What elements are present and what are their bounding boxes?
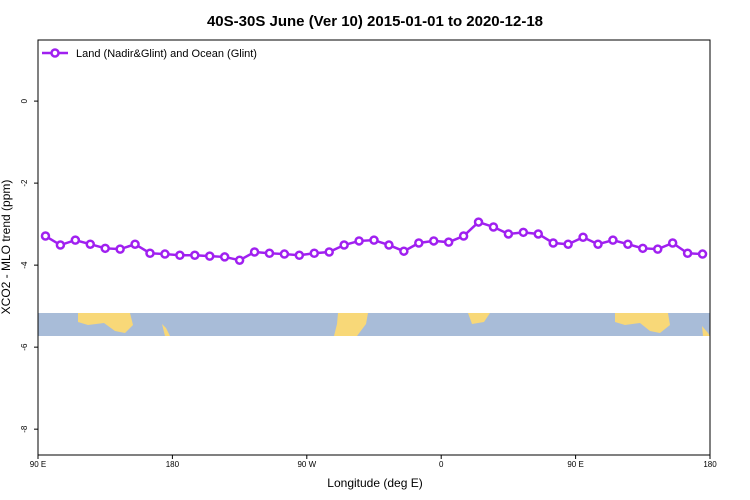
point xyxy=(384,240,394,250)
point xyxy=(458,231,469,241)
point xyxy=(488,222,499,232)
y-axis-label: XCO2 - MLO trend (ppm) xyxy=(0,180,13,315)
point xyxy=(533,229,544,239)
land xyxy=(334,313,368,336)
point xyxy=(443,237,454,247)
point xyxy=(578,232,588,242)
point xyxy=(638,243,648,254)
point xyxy=(354,236,364,246)
point xyxy=(339,240,349,250)
point xyxy=(294,250,305,261)
point xyxy=(175,250,185,261)
point xyxy=(130,239,140,249)
point xyxy=(70,235,81,245)
point xyxy=(548,238,558,248)
point xyxy=(399,246,409,256)
point xyxy=(518,227,529,238)
point xyxy=(623,239,633,249)
x-tick-label: 90 E xyxy=(30,460,46,469)
point xyxy=(204,251,215,261)
y-tick-label: -2 xyxy=(20,179,29,187)
point xyxy=(160,249,170,259)
point xyxy=(264,248,275,258)
land xyxy=(702,326,710,336)
point xyxy=(563,239,573,249)
ocean xyxy=(38,313,710,336)
land xyxy=(468,313,490,324)
y-tick-label: 0 xyxy=(20,98,29,103)
point xyxy=(324,247,334,257)
point xyxy=(309,248,320,258)
y-tick-label: -8 xyxy=(20,425,29,433)
x-axis-label: Longitude (deg E) xyxy=(327,476,422,490)
point xyxy=(40,231,51,241)
x-tick-label: 180 xyxy=(703,460,717,469)
point xyxy=(682,248,693,258)
point xyxy=(190,250,200,261)
x-tick-label: 0 xyxy=(439,460,444,469)
chart-title: 40S-30S June (Ver 10) 2015-01-01 to 2020… xyxy=(207,13,543,30)
point xyxy=(503,229,514,239)
point xyxy=(100,243,110,254)
point xyxy=(369,235,379,245)
point xyxy=(115,244,125,254)
point xyxy=(279,249,290,259)
point xyxy=(667,238,678,248)
legend-label: Land (Nadir&Glint) and Ocean (Glint) xyxy=(76,48,257,60)
point xyxy=(145,248,155,258)
legend-marker xyxy=(50,48,60,58)
x-tick-label: 180 xyxy=(166,460,180,469)
point xyxy=(414,238,424,248)
point xyxy=(249,247,260,257)
point xyxy=(593,239,603,249)
point xyxy=(697,249,708,259)
point xyxy=(219,252,230,262)
y-tick-label: -6 xyxy=(20,343,29,351)
point xyxy=(652,244,663,254)
land xyxy=(615,313,670,333)
x-tick-label: 90 W xyxy=(297,460,316,469)
point xyxy=(55,240,66,250)
land xyxy=(78,313,133,333)
y-tick-label: -4 xyxy=(20,261,29,269)
map-strip xyxy=(38,313,710,336)
land xyxy=(162,324,170,336)
x-tick-label: 90 E xyxy=(567,460,583,469)
plot-frame xyxy=(37,39,711,456)
point xyxy=(608,235,618,245)
point xyxy=(234,255,245,265)
point xyxy=(473,217,484,227)
point xyxy=(428,236,439,246)
point xyxy=(85,239,96,249)
